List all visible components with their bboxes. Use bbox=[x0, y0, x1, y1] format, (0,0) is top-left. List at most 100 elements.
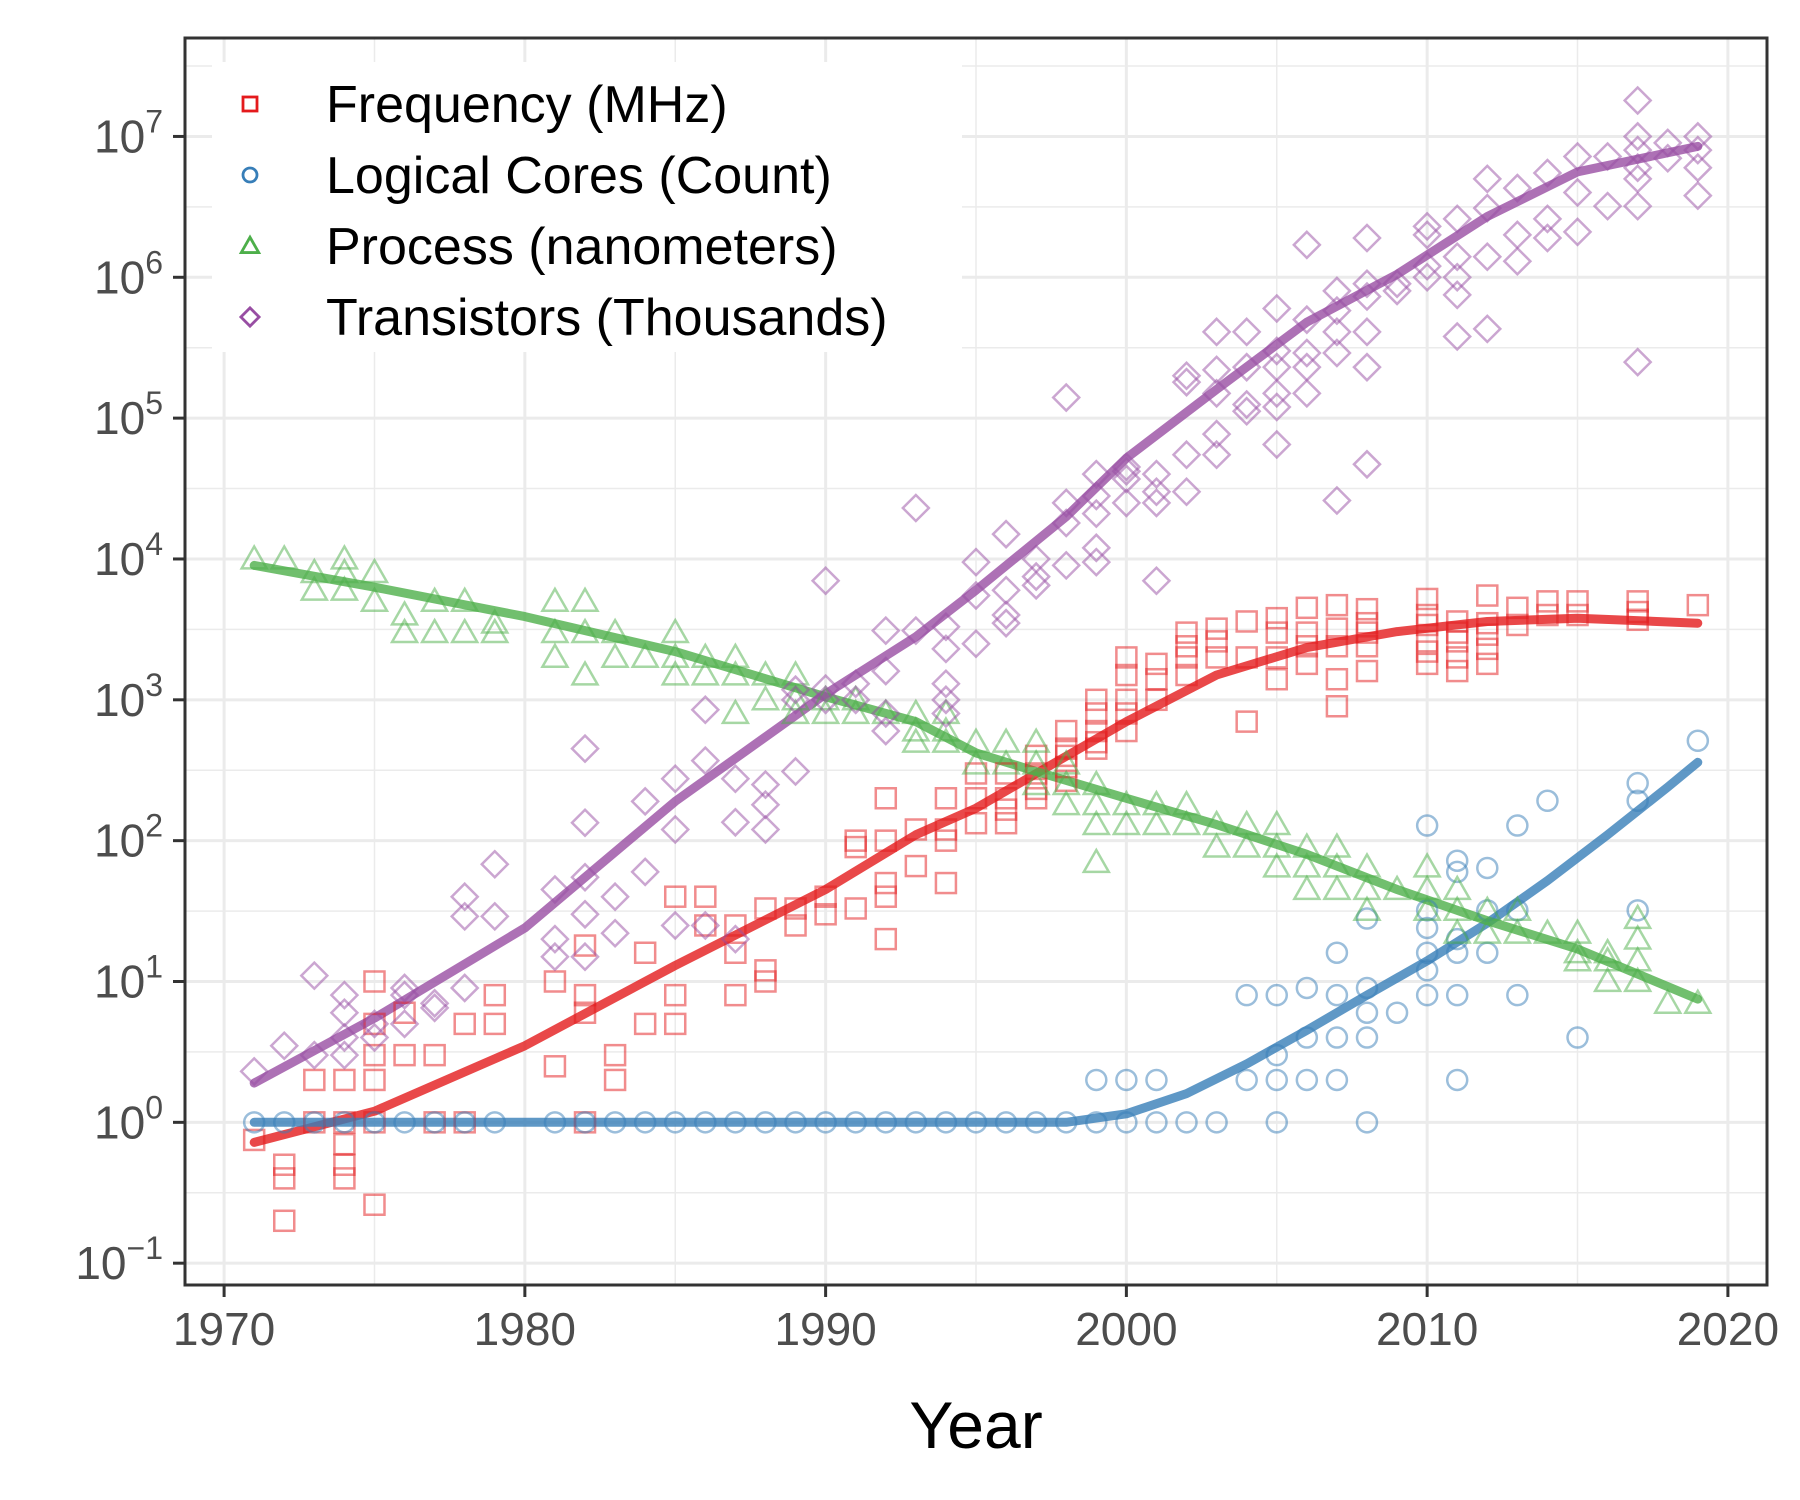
data-point bbox=[242, 1111, 266, 1134]
data-point bbox=[1562, 217, 1593, 247]
data-point bbox=[1442, 321, 1472, 352]
data-point bbox=[720, 924, 751, 954]
data-point bbox=[540, 586, 570, 612]
data-point bbox=[690, 745, 721, 776]
data-point bbox=[299, 960, 330, 991]
data-point bbox=[871, 698, 901, 725]
data-point bbox=[299, 557, 329, 584]
data-point bbox=[329, 543, 360, 570]
data-point bbox=[600, 642, 630, 669]
plot-border bbox=[183, 36, 1769, 1287]
data-point bbox=[1051, 382, 1081, 413]
y-tick-label: 107 bbox=[94, 103, 163, 162]
data-point bbox=[1325, 695, 1349, 718]
data-point bbox=[1205, 646, 1228, 669]
data-point bbox=[814, 903, 837, 926]
data-point bbox=[1292, 230, 1322, 260]
data-point bbox=[540, 924, 570, 954]
series-triangle bbox=[239, 543, 1713, 1014]
data-point bbox=[1382, 276, 1412, 306]
data-point bbox=[1472, 241, 1503, 272]
data-point bbox=[329, 1022, 360, 1053]
data-point bbox=[931, 634, 961, 664]
data-point bbox=[333, 1167, 356, 1190]
data-point bbox=[1175, 621, 1198, 644]
data-point bbox=[1235, 646, 1258, 669]
data-point bbox=[449, 973, 480, 1003]
data-point bbox=[359, 557, 390, 584]
data-point bbox=[720, 659, 751, 686]
data-point bbox=[690, 659, 720, 686]
data-point bbox=[1081, 533, 1112, 563]
data-point bbox=[419, 993, 450, 1023]
data-point bbox=[1292, 338, 1322, 368]
data-point bbox=[453, 1111, 476, 1134]
data-point bbox=[1231, 352, 1262, 382]
data-point bbox=[1261, 392, 1292, 422]
data-point bbox=[874, 885, 898, 908]
data-point bbox=[810, 685, 841, 715]
data-point bbox=[1325, 617, 1349, 640]
data-point bbox=[1442, 262, 1472, 293]
data-point bbox=[1081, 481, 1112, 511]
data-point bbox=[1322, 338, 1352, 368]
data-point bbox=[603, 1043, 627, 1067]
legend-item: Process (nanometers) bbox=[238, 218, 838, 276]
data-point bbox=[1325, 593, 1349, 617]
data-point bbox=[1352, 317, 1382, 347]
data-point bbox=[630, 786, 660, 817]
data-point bbox=[1265, 983, 1289, 1007]
data-point bbox=[754, 970, 777, 993]
data-point bbox=[333, 1153, 356, 1176]
data-point bbox=[1355, 1026, 1379, 1049]
data-point bbox=[389, 973, 420, 1003]
data-point bbox=[931, 685, 961, 715]
data-point bbox=[573, 983, 597, 1007]
data-point bbox=[570, 617, 600, 644]
data-point bbox=[1476, 856, 1499, 880]
data-point bbox=[810, 673, 841, 704]
data-points bbox=[239, 85, 1713, 1233]
data-point bbox=[1292, 378, 1322, 409]
data-point bbox=[1201, 439, 1232, 470]
data-point bbox=[1295, 1068, 1319, 1092]
data-point bbox=[1683, 988, 1713, 1014]
data-point bbox=[450, 586, 480, 612]
legend-key-diamond bbox=[238, 305, 262, 329]
data-point bbox=[1322, 485, 1352, 516]
data-point bbox=[1145, 1068, 1168, 1092]
data-point bbox=[363, 1068, 386, 1092]
data-point bbox=[841, 684, 871, 711]
data-point bbox=[1115, 688, 1138, 712]
legend-item: Transistors (Thousands) bbox=[238, 289, 888, 347]
data-point bbox=[931, 716, 961, 742]
data-point bbox=[1141, 566, 1172, 596]
data-point bbox=[724, 941, 747, 964]
data-point bbox=[329, 557, 360, 584]
data-point bbox=[814, 1111, 837, 1134]
data-point bbox=[1626, 771, 1649, 795]
data-point bbox=[1476, 584, 1499, 607]
data-point bbox=[1171, 367, 1202, 397]
data-point bbox=[1115, 1111, 1138, 1134]
data-point bbox=[1175, 1111, 1198, 1134]
data-point bbox=[931, 727, 961, 753]
data-point bbox=[904, 818, 928, 841]
data-point bbox=[1415, 814, 1439, 837]
data-point bbox=[1562, 141, 1593, 172]
data-point bbox=[1502, 918, 1533, 944]
data-point bbox=[1054, 719, 1078, 743]
data-point bbox=[273, 1167, 296, 1190]
data-point bbox=[359, 586, 390, 612]
data-point bbox=[1472, 193, 1503, 223]
data-point bbox=[1445, 849, 1469, 872]
data-point bbox=[1231, 396, 1262, 426]
data-point bbox=[1445, 646, 1469, 669]
data-point bbox=[483, 1012, 507, 1036]
data-point bbox=[540, 642, 570, 669]
data-point bbox=[841, 698, 871, 725]
data-point bbox=[1622, 85, 1653, 116]
x-tick-label: 2000 bbox=[1075, 1303, 1177, 1355]
data-point bbox=[991, 600, 1021, 630]
